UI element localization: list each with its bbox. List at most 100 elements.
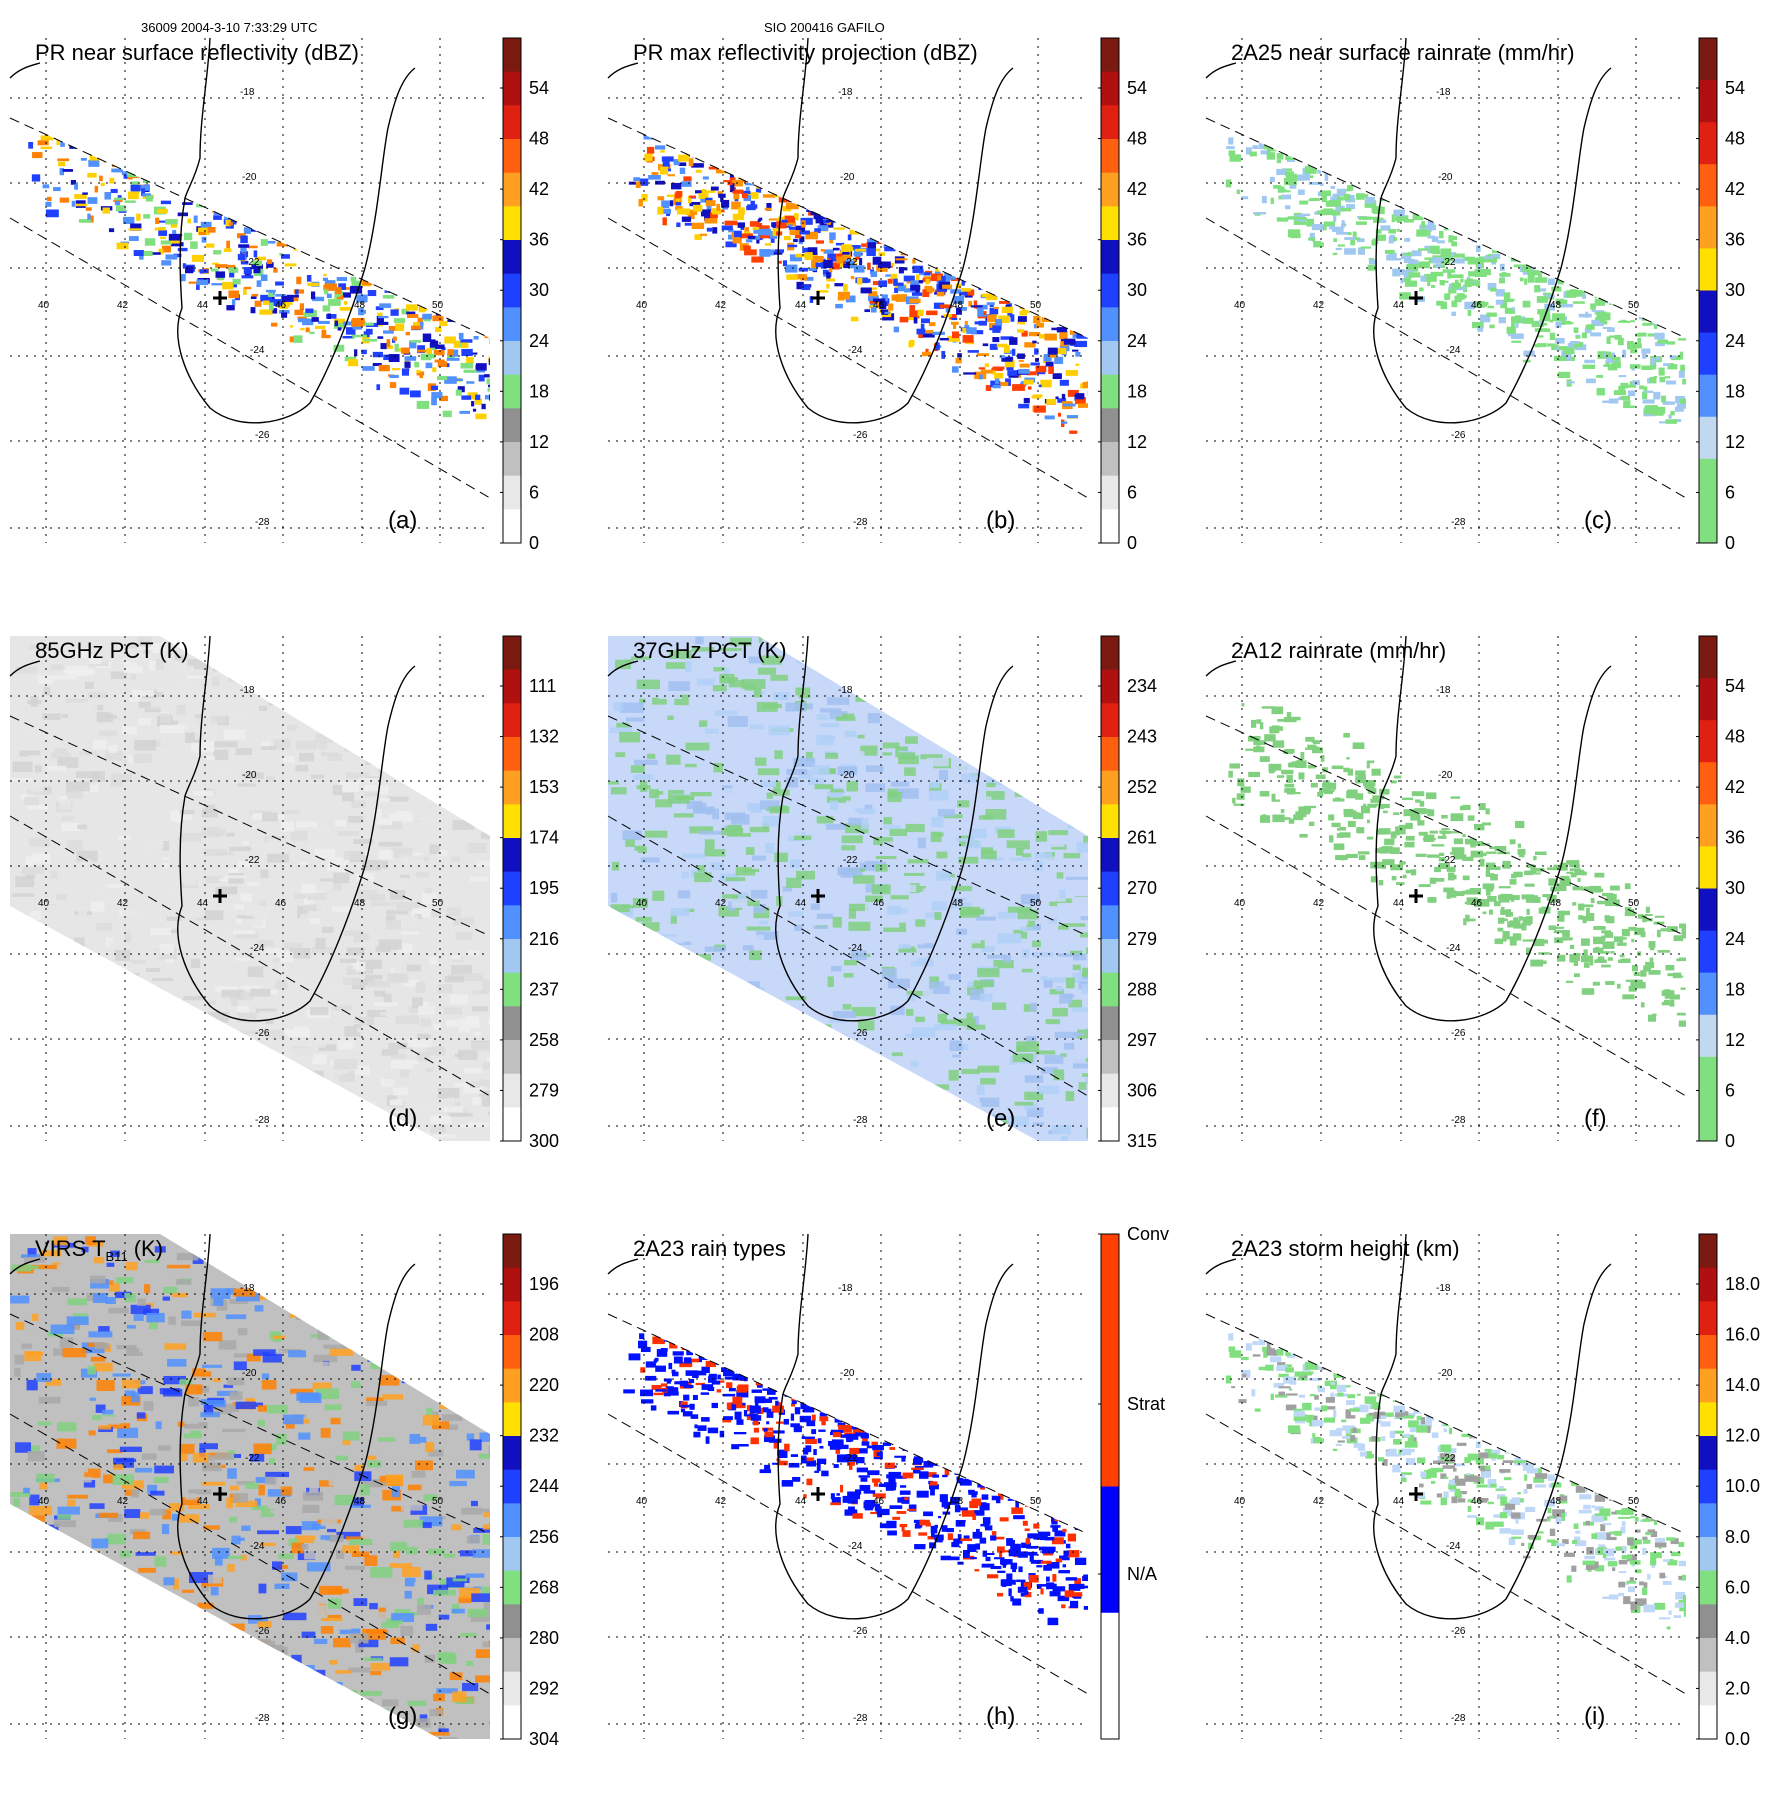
lon-label: 42 xyxy=(117,1496,129,1507)
colorbar-tick-label: 18 xyxy=(1127,381,1147,401)
colorbar-tick-label: 42 xyxy=(1127,179,1147,199)
colorbar-tick-label: 18 xyxy=(1725,381,1745,401)
colorbar-segment xyxy=(1699,375,1717,418)
colorbar-tick-label: 48 xyxy=(1725,727,1745,747)
colorbar-tick-label: 12 xyxy=(529,432,549,452)
lat-label: -22 xyxy=(1441,257,1456,268)
colorbar-segment xyxy=(1699,636,1717,679)
colorbar-segment xyxy=(1101,1234,1119,1361)
colorbar-segment xyxy=(1101,872,1119,906)
colorbar-segment xyxy=(1101,973,1119,1007)
colorbar-tick-label: 42 xyxy=(1725,777,1745,797)
lat-label: -20 xyxy=(242,770,257,781)
colorbar-segment xyxy=(1699,501,1717,544)
panel-a-title: PR near surface reflectivity (dBZ) xyxy=(35,40,359,65)
colorbar-tick-label: 234 xyxy=(1127,676,1157,696)
lat-label: -22 xyxy=(843,855,858,866)
colorbar-segment xyxy=(503,476,521,510)
lat-label: -20 xyxy=(1438,172,1453,183)
colorbar-tick-label: 279 xyxy=(1127,929,1157,949)
storm-center-marker xyxy=(213,291,227,305)
colorbar-segment xyxy=(1101,1613,1119,1740)
colorbar-segment xyxy=(1699,1604,1717,1638)
colorbar-tick-label: 54 xyxy=(1725,676,1745,696)
lon-label: 40 xyxy=(636,1496,648,1507)
lat-label: -18 xyxy=(240,87,255,98)
lat-label: -18 xyxy=(838,685,853,696)
lon-label: 40 xyxy=(636,300,648,311)
lon-label: 50 xyxy=(432,1496,444,1507)
colorbar-segment xyxy=(1699,889,1717,932)
lon-label: 42 xyxy=(1313,898,1325,909)
colorbar-segment xyxy=(503,703,521,737)
header-left: 36009 2004-3-10 7:33:29 UTC xyxy=(141,20,317,35)
colorbar-tick-label: 0 xyxy=(1725,533,1735,553)
lat-label: -28 xyxy=(853,1115,868,1126)
colorbar-tick-label: 300 xyxy=(529,1131,559,1151)
lat-label: -26 xyxy=(853,430,868,441)
lat-label: -20 xyxy=(840,1368,855,1379)
lat-label: -26 xyxy=(853,1626,868,1637)
panel-f-title: 2A12 rainrate (mm/hr) xyxy=(1231,638,1446,663)
colorbar-segment xyxy=(1699,333,1717,376)
colorbar-tick-label: 8.0 xyxy=(1725,1527,1750,1547)
lon-label: 50 xyxy=(1628,898,1640,909)
lon-label: 46 xyxy=(873,300,885,311)
panel-d-title: 85GHz PCT (K) xyxy=(35,638,189,663)
colorbar-segment xyxy=(503,1006,521,1040)
colorbar-tick-label: 132 xyxy=(529,727,559,747)
colorbar-segment xyxy=(1101,476,1119,510)
colorbar-segment xyxy=(503,1107,521,1141)
colorbar-segment xyxy=(1101,703,1119,737)
colorbar-segment xyxy=(1101,670,1119,704)
colorbar-segment xyxy=(1699,678,1717,721)
colorbar-segment xyxy=(1699,1571,1717,1605)
colorbar-tick-label: 268 xyxy=(529,1577,559,1597)
lat-label: -26 xyxy=(1451,1028,1466,1039)
lat-label: -28 xyxy=(853,517,868,528)
colorbar-segment xyxy=(1699,1402,1717,1436)
lon-label: 44 xyxy=(795,898,807,909)
panel-b-coastline xyxy=(776,38,1013,423)
colorbar-segment xyxy=(503,509,521,543)
colorbar-segment xyxy=(503,1402,521,1436)
colorbar-tick-label: 237 xyxy=(529,979,559,999)
lat-label: -20 xyxy=(840,770,855,781)
lon-label: 46 xyxy=(873,1496,885,1507)
colorbar-segment xyxy=(1101,1040,1119,1074)
panel-i-title: 2A23 storm height (km) xyxy=(1231,1236,1460,1261)
colorbar-tick-label: 208 xyxy=(529,1325,559,1345)
colorbar-tick-label: 24 xyxy=(1725,929,1745,949)
colorbar-segment xyxy=(503,1369,521,1403)
colorbar-segment xyxy=(1101,105,1119,139)
colorbar-tick-label: 36 xyxy=(1725,828,1745,848)
colorbar-tick-label: 10.0 xyxy=(1725,1476,1760,1496)
lat-label: -18 xyxy=(838,87,853,98)
colorbar-segment xyxy=(1101,1487,1119,1614)
colorbar-segment xyxy=(503,38,521,72)
lat-label: -28 xyxy=(255,1115,270,1126)
colorbar-tick-label: 174 xyxy=(529,828,559,848)
colorbar-segment xyxy=(1101,38,1119,72)
colorbar-tick-label: 12 xyxy=(1127,432,1147,452)
lat-label: -24 xyxy=(848,345,863,356)
lat-label: -24 xyxy=(250,943,265,954)
colorbar-tick-label: 6.0 xyxy=(1725,1577,1750,1597)
colorbar-segment xyxy=(503,838,521,872)
colorbar-segment xyxy=(503,1074,521,1108)
colorbar-segment xyxy=(503,939,521,973)
colorbar-segment xyxy=(503,240,521,274)
colorbar-tick-label: 153 xyxy=(529,777,559,797)
panel-a-grid xyxy=(10,38,490,543)
lon-label: 48 xyxy=(952,1496,964,1507)
colorbar-segment xyxy=(1699,164,1717,207)
panel-i-colorbar: 18.016.014.012.010.08.06.04.02.00.0 xyxy=(1696,1234,1760,1749)
colorbar-segment xyxy=(503,375,521,409)
lon-label: 42 xyxy=(1313,1496,1325,1507)
